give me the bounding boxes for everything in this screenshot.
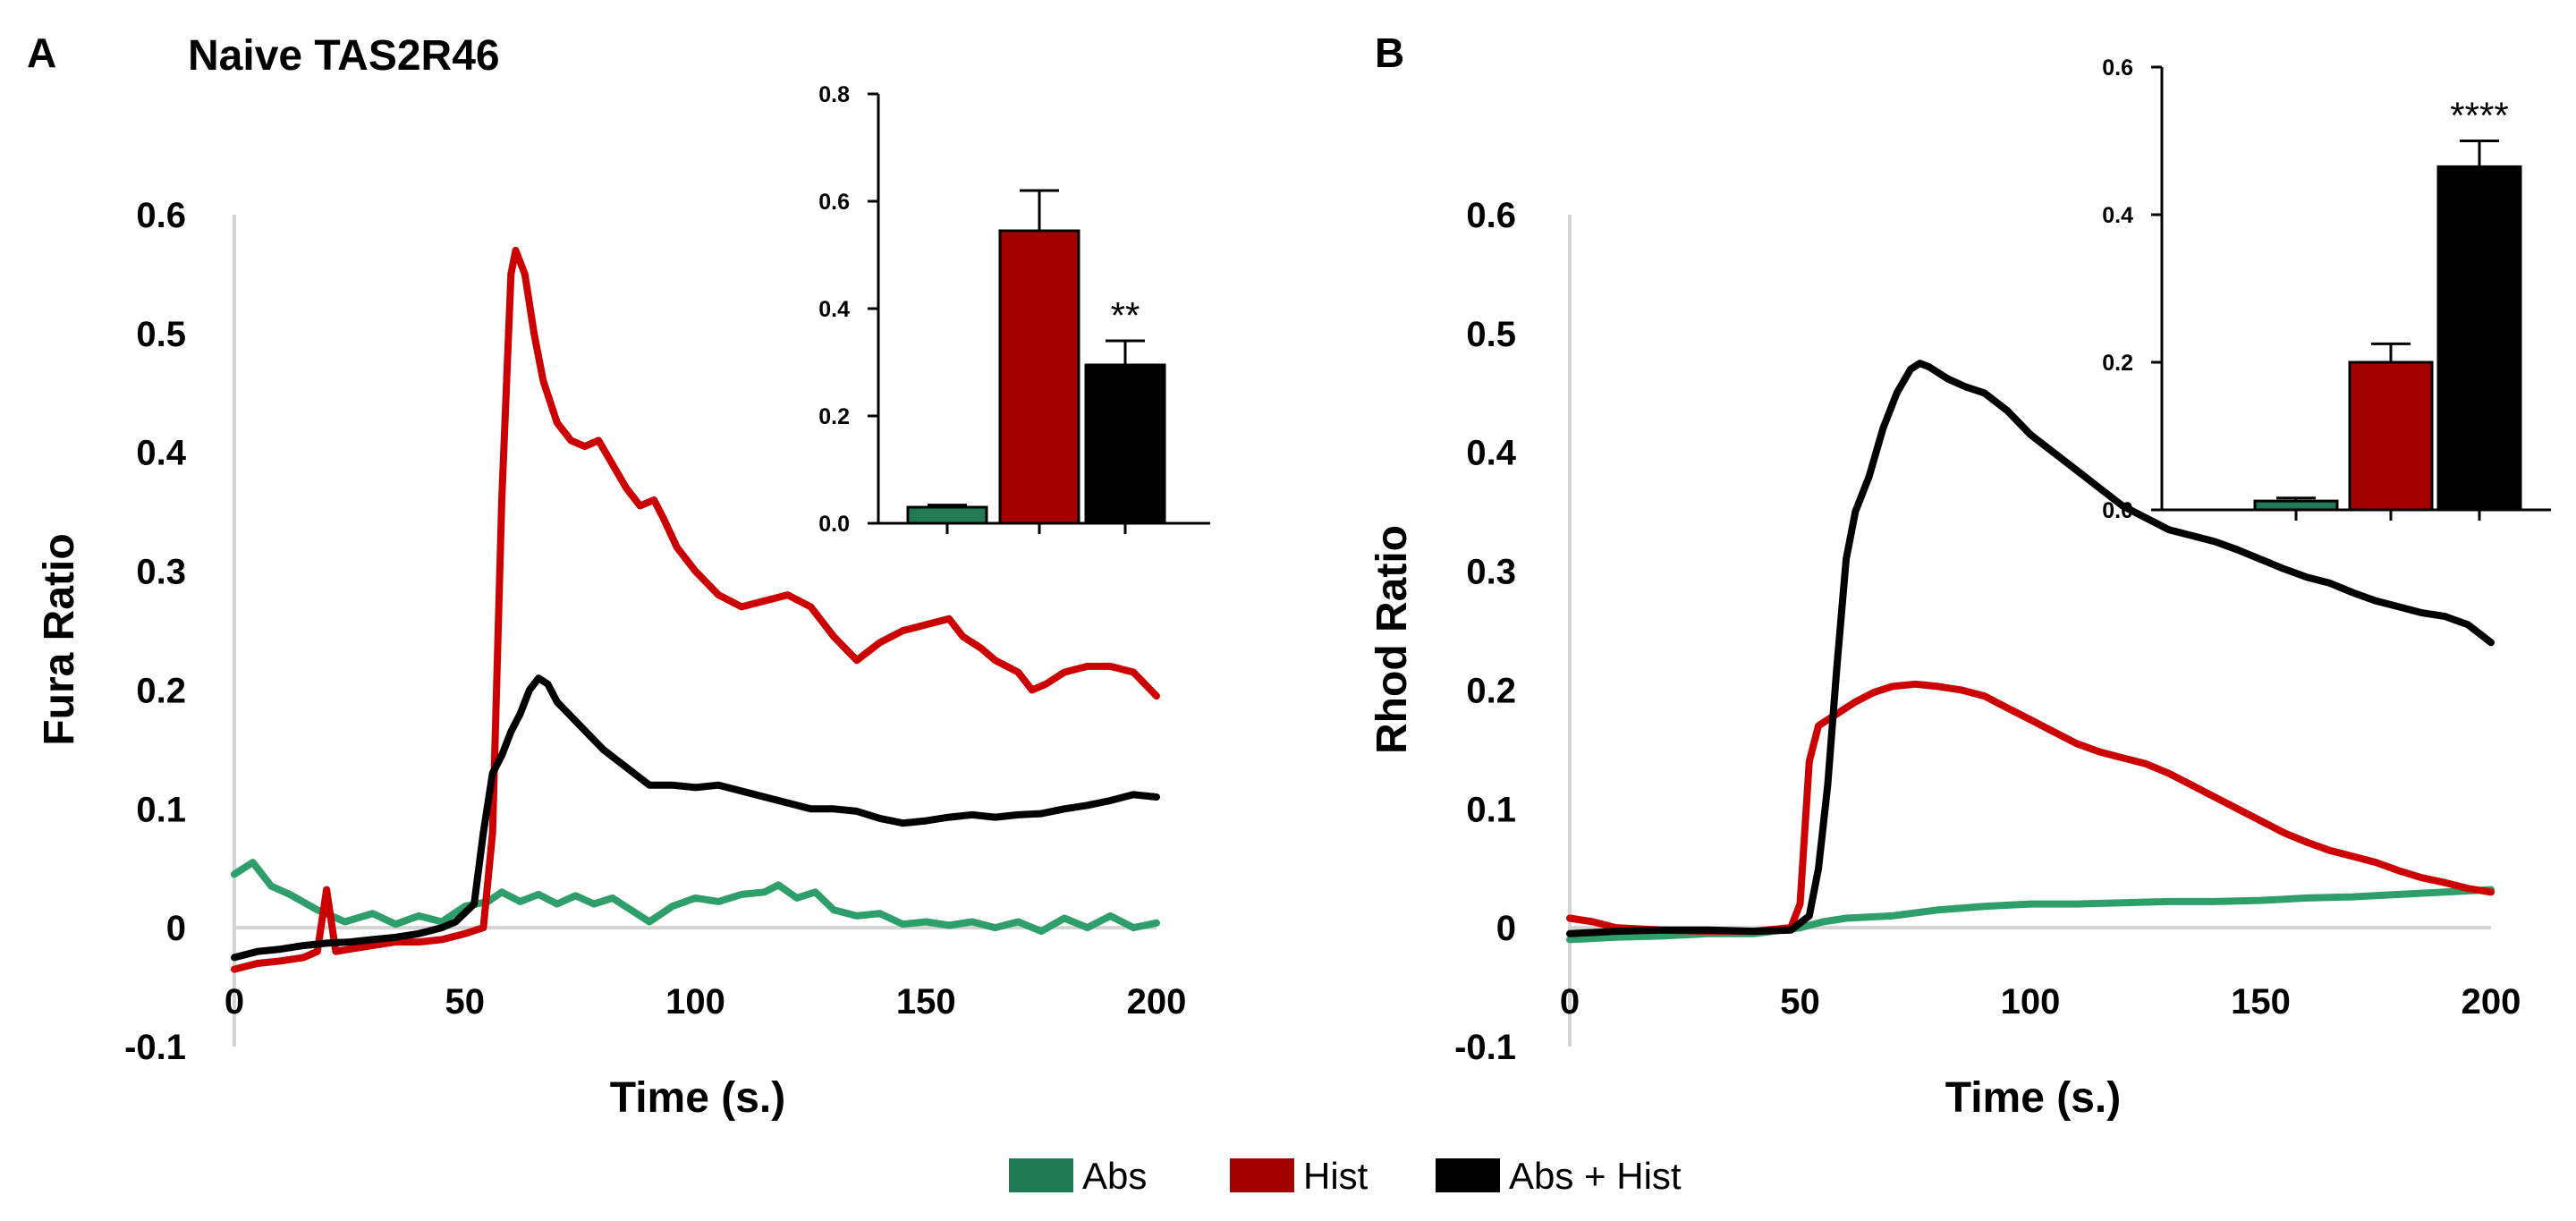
x-tick-label-b-150: 150 (2231, 982, 2291, 1022)
panel-letter-b: B (1375, 30, 1404, 76)
inset-bar-chart-a: 0.0 0.2 0.4 0.6 0.8 ** (818, 82, 1210, 537)
series-line-a-hist (231, 246, 1160, 973)
x-tick-label-a-200: 200 (1127, 982, 1187, 1022)
panel-a: A Naive TAS2R46 -0.100.10.20.30.40.50.60… (27, 30, 1210, 1122)
inset-y-tick-label-a-0-2: 0.2 (818, 404, 850, 429)
legend: Abs Hist Abs + Hist (1009, 1155, 1682, 1197)
legend-label-abs: Abs (1082, 1155, 1147, 1197)
panel-b: B -0.1 0 0.1 0.2 0.3 0.4 0.5 0.6 0 50 100 150 200 Rh… (1368, 30, 2551, 1122)
inset-bar-chart-b: 0.0 0.2 0.4 0.6 **** (2102, 55, 2551, 523)
y-tick-label-b-0-3: 0.3 (1466, 553, 1516, 592)
y-tick-label-b-0-2: 0.2 (1466, 671, 1516, 710)
main-plot-b: -0.1 0 0.1 0.2 0.3 0.4 0.5 0.6 0 50 100 150 200 (1454, 196, 2521, 1067)
x-axis-title-b: Time (s.) (1945, 1074, 2122, 1122)
x-axis-title-a: Time (s.) (610, 1074, 786, 1122)
inset-y-tick-label-a-0-6: 0.6 (818, 190, 850, 215)
inset-significance-b-abs-hist: **** (2450, 95, 2508, 137)
series-line-b-hist (1566, 680, 2495, 936)
x-tick-label-a-150: 150 (896, 982, 956, 1022)
y-tick-label-b-0-5: 0.5 (1466, 315, 1516, 354)
legend-swatch-abs-hist (1436, 1158, 1500, 1192)
y-tick-label-a-0: 0 (166, 909, 186, 948)
y-axis-title-b: Rhod Ratio (1368, 525, 1416, 754)
x-tick-label-a-0: 0 (225, 982, 244, 1022)
main-plot-a: -0.1 0 0.1 0.2 0.3 0.4 0.5 0.6 0 50 100 150 200 (124, 196, 1186, 1067)
y-tick-label-a-0-2: 0.2 (136, 671, 186, 710)
inset-y-tick-label-b-0-0: 0.0 (2102, 498, 2133, 523)
x-tick-label-b-200: 200 (2462, 982, 2521, 1022)
y-tick-label-a-0-1: -0.1 (124, 1028, 186, 1067)
x-tick-label-b-100: 100 (2001, 982, 2061, 1022)
y-tick-label-a-0-4: 0.4 (136, 434, 186, 473)
x-tick-label-a-50: 50 (445, 982, 486, 1022)
inset-bar-b-abs-hist (2436, 165, 2522, 512)
panel-title-a: Naive TAS2R46 (188, 32, 500, 80)
legend-swatch-hist (1230, 1158, 1294, 1192)
legend-label-hist: Hist (1303, 1155, 1368, 1197)
inset-bar-a-abs-hist (1084, 363, 1166, 525)
y-tick-label-a-0-1: 0.1 (136, 790, 186, 829)
x-tick-label-a-100: 100 (665, 982, 725, 1022)
inset-y-tick-label-a-0-0: 0.0 (818, 512, 850, 537)
inset-significance-a-abs-hist: ** (1111, 294, 1140, 336)
y-tick-label-b-0-4: 0.4 (1466, 434, 1516, 473)
legend-swatch-abs (1009, 1158, 1073, 1192)
series-line-b-abs-hist (1566, 360, 2495, 937)
inset-y-tick-label-b-0-2: 0.2 (2102, 351, 2133, 376)
inset-y-tick-label-b-0-6: 0.6 (2102, 55, 2133, 81)
inset-bar-a-hist (998, 229, 1080, 525)
panel-letter-a: A (27, 30, 56, 76)
y-tick-label-a-0-5: 0.5 (136, 315, 186, 354)
inset-bar-b-hist (2348, 360, 2434, 512)
x-tick-label-b-0: 0 (1560, 982, 1580, 1022)
series-line-a-abs (231, 859, 1160, 936)
y-tick-label-a-0-3: 0.3 (136, 553, 186, 592)
y-tick-label-a-0-6: 0.6 (136, 196, 186, 235)
x-tick-label-b-50: 50 (1780, 982, 1820, 1022)
series-line-a-abs-hist (231, 674, 1160, 962)
inset-bar-b-abs (2253, 499, 2339, 512)
y-tick-label-b-0-1: -0.1 (1454, 1028, 1516, 1067)
y-tick-label-b-0-1: 0.1 (1466, 790, 1516, 829)
inset-y-tick-label-b-0-4: 0.4 (2102, 203, 2133, 228)
inset-y-tick-label-a-0-4: 0.4 (818, 297, 850, 322)
inset-y-tick-label-a-0-8: 0.8 (818, 82, 850, 107)
legend-label-abs-hist: Abs + Hist (1509, 1155, 1682, 1197)
y-tick-label-b-0-6: 0.6 (1466, 196, 1516, 235)
y-tick-label-b-0: 0 (1496, 909, 1516, 948)
inset-bar-a-abs (906, 505, 988, 525)
y-axis-title-a: Fura Ratio (36, 533, 83, 745)
